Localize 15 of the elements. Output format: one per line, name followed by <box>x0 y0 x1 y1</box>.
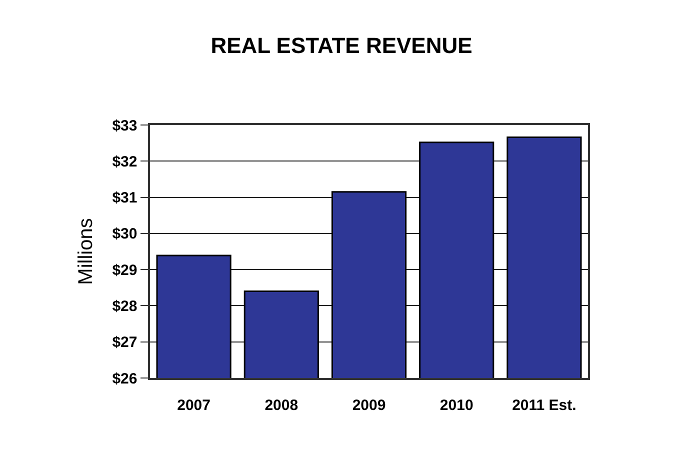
y-tick-label: $31 <box>112 190 138 207</box>
y-axis-title: Millions <box>75 218 98 285</box>
y-tick-label: $32 <box>112 153 138 170</box>
y-tick-label: $27 <box>112 334 138 352</box>
x-tick-label: 2011 Est. <box>512 396 576 414</box>
y-tick-label: $30 <box>112 226 138 243</box>
x-tick-label: 2007 <box>177 396 210 414</box>
y-tick-label: $26 <box>112 370 138 388</box>
x-tick-label: 2010 <box>440 396 474 414</box>
x-tick-label: 2008 <box>264 396 298 414</box>
y-tick-label: $33 <box>112 117 138 134</box>
chart-title: REAL ESTATE REVENUE <box>210 33 472 58</box>
y-tick-label: $29 <box>112 262 138 279</box>
y-tick-label: $28 <box>112 298 138 315</box>
x-tick-label: 2009 <box>352 396 386 414</box>
